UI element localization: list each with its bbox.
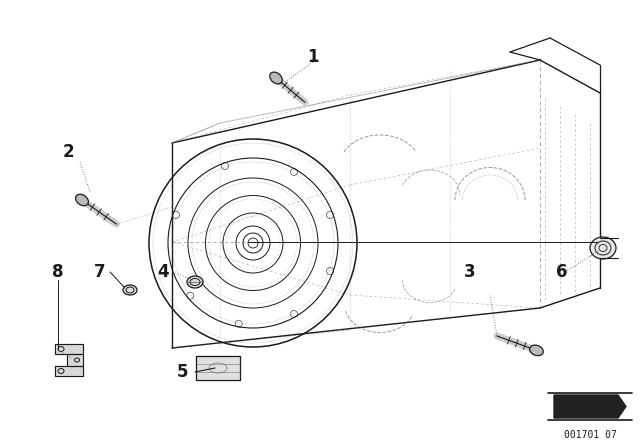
Text: 3: 3 bbox=[464, 263, 476, 281]
Ellipse shape bbox=[530, 345, 543, 356]
Text: 8: 8 bbox=[52, 263, 64, 281]
Ellipse shape bbox=[76, 194, 88, 206]
Ellipse shape bbox=[590, 237, 616, 259]
Polygon shape bbox=[55, 366, 83, 376]
Ellipse shape bbox=[187, 276, 203, 288]
Polygon shape bbox=[554, 395, 626, 418]
Text: 4: 4 bbox=[157, 263, 169, 281]
Polygon shape bbox=[55, 344, 83, 354]
Ellipse shape bbox=[123, 285, 137, 295]
Text: 2: 2 bbox=[62, 143, 74, 161]
Text: 6: 6 bbox=[556, 263, 568, 281]
Text: 001701 07: 001701 07 bbox=[564, 430, 616, 440]
Polygon shape bbox=[67, 354, 83, 366]
Text: 1: 1 bbox=[307, 48, 319, 66]
Polygon shape bbox=[196, 356, 240, 380]
Text: 5: 5 bbox=[177, 363, 189, 381]
Text: 7: 7 bbox=[94, 263, 106, 281]
Ellipse shape bbox=[269, 72, 282, 84]
